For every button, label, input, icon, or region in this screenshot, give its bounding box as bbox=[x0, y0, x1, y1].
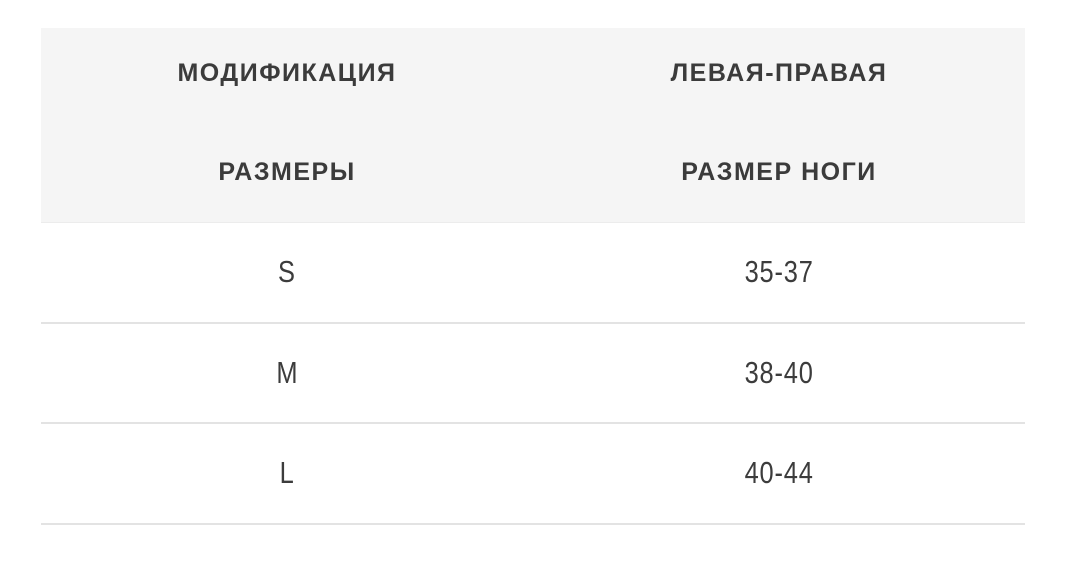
foot-size-value: 40-44 bbox=[744, 455, 814, 491]
cell-modification: L bbox=[41, 455, 533, 491]
cell-foot-size: 35-37 bbox=[533, 254, 1025, 290]
table-row: S 35-37 bbox=[41, 223, 1025, 324]
foot-size-value: 38-40 bbox=[744, 354, 814, 390]
table-row: M 38-40 bbox=[41, 323, 1025, 424]
cell-modification: S bbox=[41, 254, 533, 290]
table-row: L 40-44 bbox=[41, 424, 1025, 525]
header-cell-modification: МОДИФИКАЦИЯ РАЗМЕРЫ bbox=[41, 28, 533, 222]
modification-value: S bbox=[278, 254, 296, 290]
cell-foot-size: 40-44 bbox=[533, 455, 1025, 491]
table-header-row: МОДИФИКАЦИЯ РАЗМЕРЫ ЛЕВАЯ-ПРАВАЯ РАЗМЕР … bbox=[41, 28, 1025, 223]
header-foot-size-line1: ЛЕВАЯ-ПРАВАЯ bbox=[670, 59, 888, 87]
header-modification-line1: МОДИФИКАЦИЯ bbox=[177, 59, 397, 87]
header-modification-line2: РАЗМЕРЫ bbox=[218, 158, 356, 186]
header-cell-foot-size: ЛЕВАЯ-ПРАВАЯ РАЗМЕР НОГИ bbox=[533, 28, 1025, 222]
modification-value: M bbox=[275, 354, 298, 390]
cell-foot-size: 38-40 bbox=[533, 355, 1025, 391]
cell-modification: M bbox=[41, 355, 533, 391]
size-chart-table: МОДИФИКАЦИЯ РАЗМЕРЫ ЛЕВАЯ-ПРАВАЯ РАЗМЕР … bbox=[41, 28, 1025, 525]
header-foot-size-line2: РАЗМЕР НОГИ bbox=[681, 158, 877, 186]
modification-value: L bbox=[279, 455, 295, 491]
foot-size-value: 35-37 bbox=[744, 254, 814, 290]
